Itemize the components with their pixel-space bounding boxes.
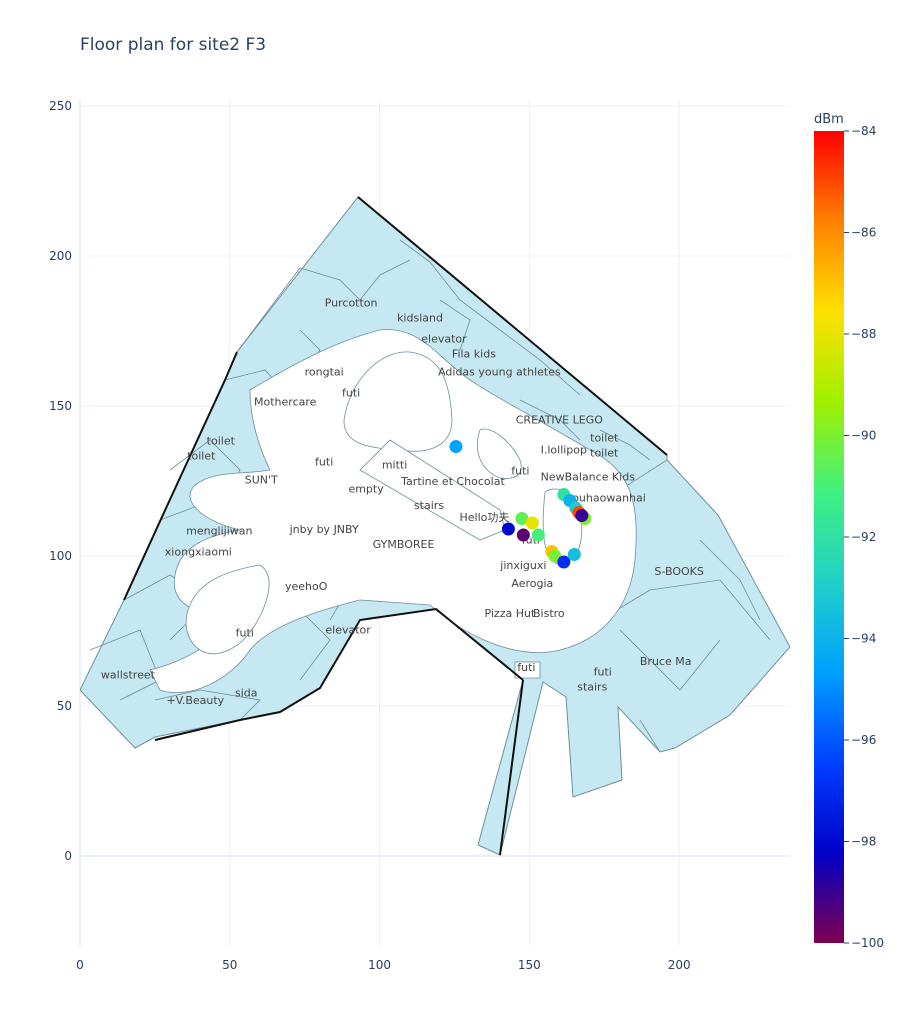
shop-label: jinxiguxi <box>499 559 546 572</box>
x-tick-label: 0 <box>76 958 84 972</box>
signal-point[interactable] <box>449 440 463 453</box>
shop-label: rongtai <box>305 366 344 379</box>
shop-label: mitti <box>382 459 407 472</box>
shop-label: toilet <box>590 447 619 460</box>
y-tick-label: 0 <box>64 849 72 863</box>
y-tick-label: 150 <box>49 399 72 413</box>
chart-title: Floor plan for site2 F3 <box>80 35 266 55</box>
signal-point[interactable] <box>516 528 530 542</box>
shop-label: stairs <box>414 499 444 512</box>
shop-label: Hello功夫 <box>459 511 509 524</box>
shop-label: elevator <box>325 624 371 637</box>
shop-label: Bruce Ma <box>640 655 692 668</box>
colorbar: dBm −84 −86 −88 −90 −92 −94 −96 −98 −100 <box>814 112 884 950</box>
shop-label: Aerogia <box>511 577 553 590</box>
shop-label: CREATIVE LEGO <box>516 414 603 427</box>
shop-label: elevator <box>421 333 467 346</box>
shop-label: futi <box>342 387 360 400</box>
y-tick-label: 250 <box>49 99 72 113</box>
shop-label: futi <box>517 661 535 674</box>
shop-label: SUN'T <box>245 474 278 487</box>
y-tick-label: 200 <box>49 249 72 263</box>
corridors <box>149 329 637 693</box>
shop-label: futi <box>315 456 333 469</box>
shop-label: xiongxiaomi <box>165 546 232 559</box>
shop-label: sida <box>235 687 258 700</box>
shop-label: youhaowanhai <box>566 492 646 505</box>
y-tick-label: 50 <box>57 699 72 713</box>
shop-label: Adidas young athletes <box>438 366 561 379</box>
axis-ticks: 0 50 100 150 200 0 50 100 150 200 250 <box>49 99 691 972</box>
shop-label: futi <box>594 666 612 679</box>
shop-label: Mothercare <box>254 396 317 409</box>
x-tick-label: 50 <box>222 958 237 972</box>
shop-label: Tartine et Chocolat <box>400 475 505 488</box>
signal-point[interactable] <box>531 528 545 542</box>
shop-label: toilet <box>187 450 216 463</box>
colorbar-tick-label: −88 <box>851 327 876 341</box>
signal-point[interactable] <box>525 516 539 530</box>
colorbar-tick-label: −98 <box>851 835 876 849</box>
shop-label: Purcotton <box>325 297 378 310</box>
x-tick-label: 150 <box>518 958 541 972</box>
colorbar-tick-label: −100 <box>851 936 884 950</box>
signal-points <box>449 440 592 569</box>
shop-label: menglijiwan <box>186 525 252 538</box>
shop-label: kidsland <box>397 312 443 325</box>
shop-label: futi <box>511 465 529 478</box>
shop-label: toilet <box>207 435 236 448</box>
shop-label: GYMBOREE <box>373 538 435 551</box>
colorbar-gradient <box>814 131 844 943</box>
signal-point[interactable] <box>515 512 529 525</box>
x-tick-label: 200 <box>668 958 691 972</box>
colorbar-title: dBm <box>814 112 844 127</box>
shop-label: I.lollipop <box>541 444 587 457</box>
shop-label: yeehoO <box>285 580 328 593</box>
shop-label: wallstreet <box>101 669 156 682</box>
colorbar-tick-label: −94 <box>851 632 876 646</box>
shop-label: jnby by JNBY <box>289 523 359 536</box>
colorbar-tick-label: −86 <box>851 226 876 240</box>
shop-label: Pizza Hut <box>484 607 535 620</box>
colorbar-tick-label: −92 <box>851 530 876 544</box>
shop-label: Bistro <box>533 607 565 620</box>
boundary-walls <box>123 196 668 856</box>
shop-label: stairs <box>577 681 607 694</box>
signal-point[interactable] <box>575 509 589 522</box>
signal-point[interactable] <box>501 522 515 536</box>
colorbar-tick-label: −84 <box>851 124 876 138</box>
colorbar-ticks: −84 −86 −88 −90 −92 −94 −96 −98 −100 <box>844 124 884 950</box>
shop-label: Fila kids <box>452 348 496 361</box>
y-tick-label: 100 <box>49 549 72 563</box>
signal-point[interactable] <box>557 555 571 569</box>
shop-label: futi <box>236 627 254 640</box>
colorbar-tick-label: −96 <box>851 733 876 747</box>
signal-point[interactable] <box>567 548 581 561</box>
shop-label: empty <box>348 483 384 496</box>
x-tick-label: 100 <box>368 958 391 972</box>
floor-map: Purcotton kidsland elevator Fila kids rongta… <box>80 196 790 856</box>
shop-label: NewBalance Kids <box>541 471 636 484</box>
shop-label: +V.Beauty <box>167 694 225 707</box>
colorbar-tick-label: −90 <box>851 429 876 443</box>
shop-label: toilet <box>590 432 619 445</box>
shop-label: S-BOOKS <box>654 565 703 578</box>
